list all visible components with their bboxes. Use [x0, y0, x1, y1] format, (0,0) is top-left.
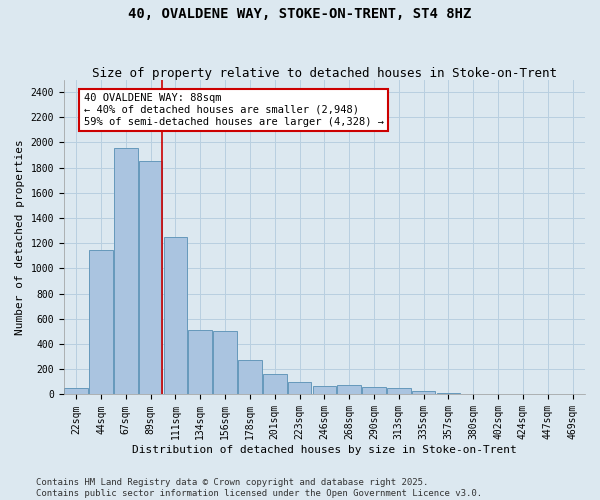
Bar [164, 237, 187, 394]
Bar [188, 330, 212, 394]
Bar [139, 162, 163, 394]
Text: 40 OVALDENE WAY: 88sqm
← 40% of detached houses are smaller (2,948)
59% of semi-: 40 OVALDENE WAY: 88sqm ← 40% of detached… [83, 94, 383, 126]
Bar [313, 386, 336, 394]
Text: 40, OVALDENE WAY, STOKE-ON-TRENT, ST4 8HZ: 40, OVALDENE WAY, STOKE-ON-TRENT, ST4 8H… [128, 8, 472, 22]
Y-axis label: Number of detached properties: Number of detached properties [15, 139, 25, 335]
Bar [288, 382, 311, 394]
Text: Contains HM Land Registry data © Crown copyright and database right 2025.
Contai: Contains HM Land Registry data © Crown c… [36, 478, 482, 498]
Bar [362, 387, 386, 394]
Bar [238, 360, 262, 394]
Bar [387, 388, 410, 394]
Bar [337, 385, 361, 394]
Title: Size of property relative to detached houses in Stoke-on-Trent: Size of property relative to detached ho… [92, 66, 557, 80]
Bar [214, 332, 237, 394]
Bar [89, 250, 113, 394]
Bar [114, 148, 137, 394]
Bar [64, 388, 88, 394]
Bar [263, 374, 287, 394]
X-axis label: Distribution of detached houses by size in Stoke-on-Trent: Distribution of detached houses by size … [132, 445, 517, 455]
Bar [412, 390, 436, 394]
